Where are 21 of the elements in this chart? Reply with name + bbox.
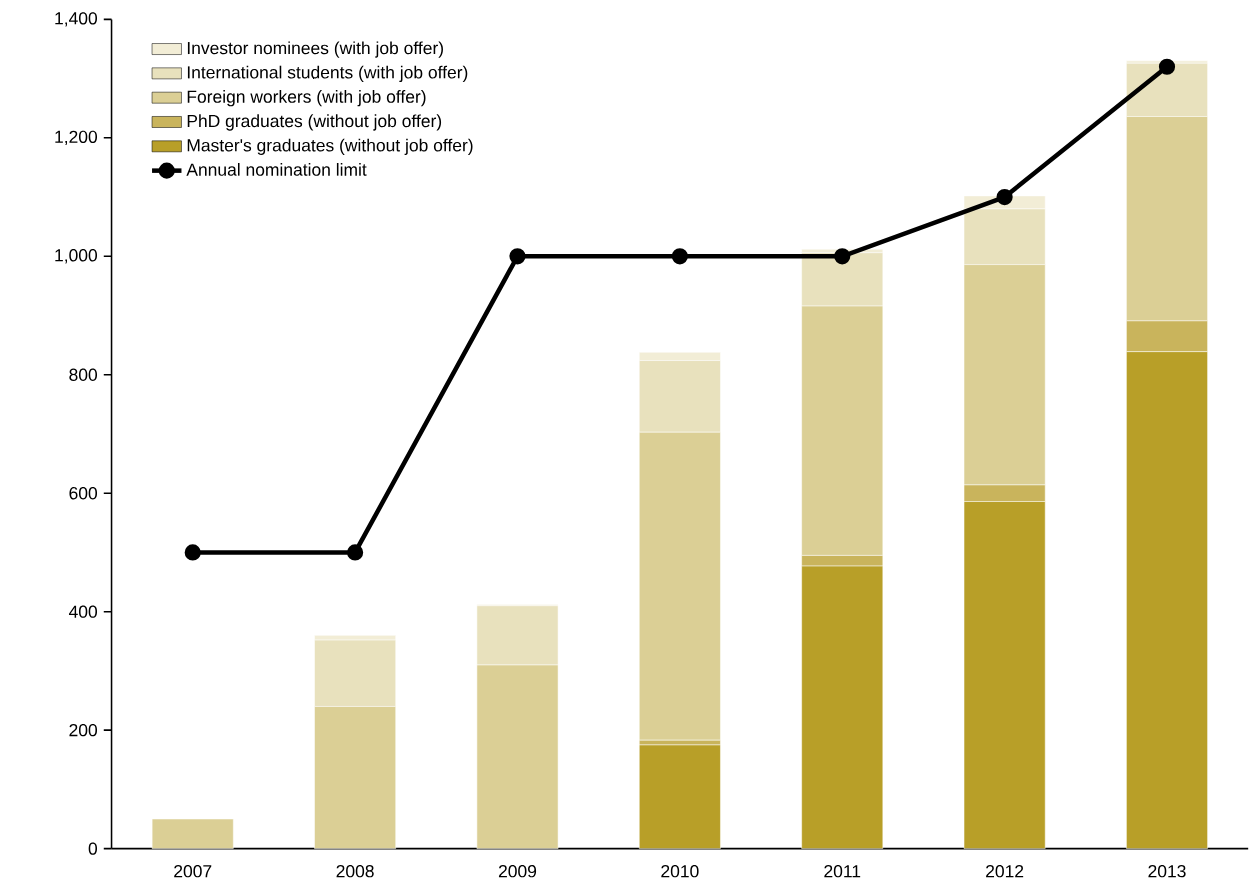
x-tick-label: 2009 (498, 864, 537, 878)
y-tick-label: 800 (69, 368, 98, 381)
y-tick-label: 400 (68, 605, 98, 618)
x-tick-label: 2012 (986, 864, 1024, 878)
x-tick-label: 2011 (824, 864, 861, 878)
legend-label: Foreign workers (with job offer) (187, 89, 426, 107)
y-tick-label: 1,000 (55, 248, 98, 264)
y-tick-label: 1,400 (55, 11, 98, 27)
legend-label: Master's graduates (without job offer) (187, 138, 473, 155)
x-tick-label: 2013 (1148, 864, 1186, 878)
y-tick-label: 600 (69, 486, 98, 500)
legend-label: Annual nomination limit (186, 162, 367, 176)
legend-label: International students (with job offer) (187, 65, 468, 82)
x-tick-label: 2007 (174, 864, 212, 878)
x-tick-label: 2008 (336, 864, 374, 878)
x-tick-label: 2010 (661, 864, 699, 878)
legend-label: Investor nominees (with job offer) (187, 41, 443, 58)
legend-label: PhD graduates (without job offer) (187, 114, 442, 131)
y-tick-label: 200 (69, 723, 98, 737)
y-tick-label: 1,200 (55, 130, 98, 145)
y-tick-label: 0 (88, 842, 98, 855)
